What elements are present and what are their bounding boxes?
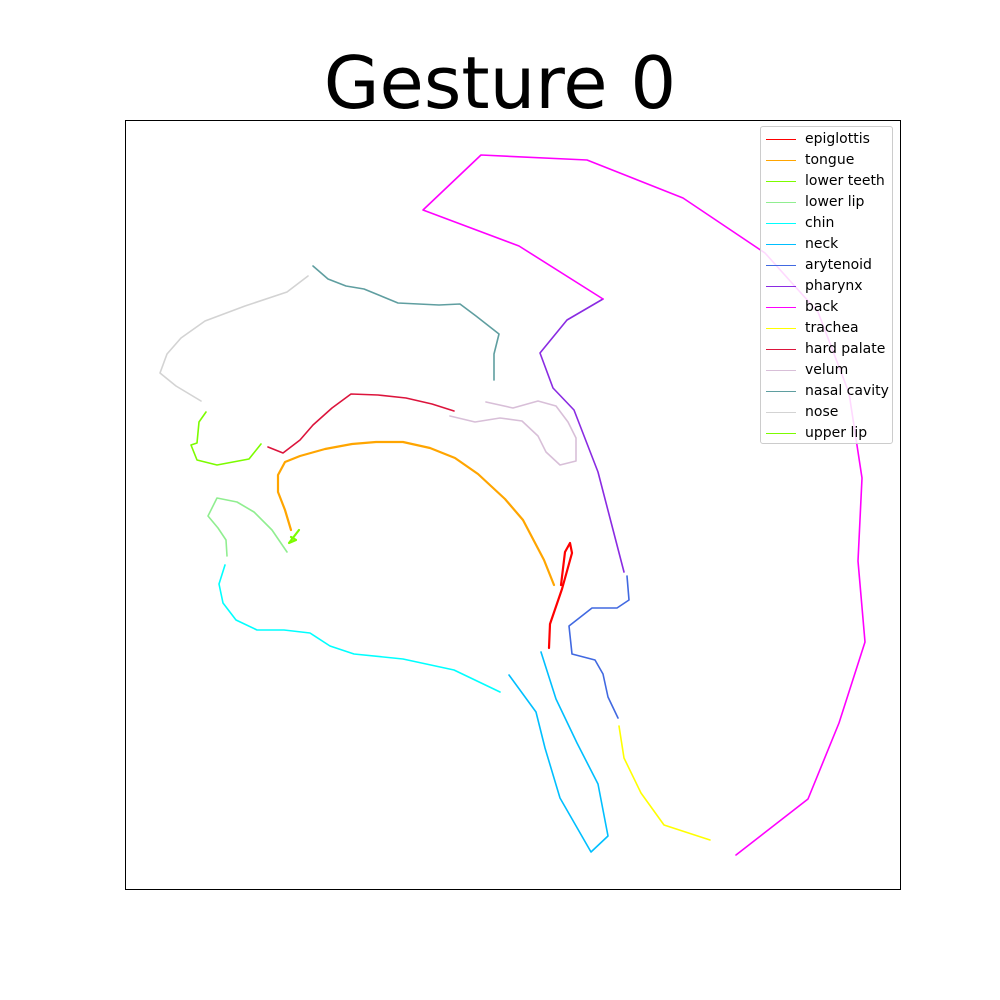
- legend-item-chin: chin: [761, 213, 894, 234]
- legend-swatch: [766, 265, 796, 266]
- neck-curve: [508, 651, 609, 853]
- legend-label: lower teeth: [805, 173, 885, 189]
- tongue-curve: [276, 440, 556, 587]
- legend-item-pharynx: pharynx: [761, 276, 894, 297]
- legend-item-velum: velum: [761, 360, 894, 381]
- legend-item-nose: nose: [761, 402, 894, 423]
- epiglottis-curve: [547, 541, 574, 650]
- legend-swatch: [766, 349, 796, 350]
- chin-curve: [218, 564, 501, 693]
- legend-label: velum: [805, 362, 849, 378]
- legend-label: arytenoid: [805, 257, 872, 273]
- legend-label: trachea: [805, 320, 859, 336]
- legend-swatch: [766, 244, 796, 245]
- legend-swatch: [766, 307, 796, 308]
- legend-item-nasal-cavity: nasal cavity: [761, 381, 894, 402]
- pharynx-curve: [539, 298, 625, 573]
- legend-item-tongue: tongue: [761, 150, 894, 171]
- legend-label: nose: [805, 404, 839, 420]
- plot-frame: [125, 120, 901, 890]
- legend-swatch: [766, 181, 796, 182]
- legend-swatch: [766, 202, 796, 203]
- legend-item-lower-teeth: lower teeth: [761, 171, 894, 192]
- arytenoid-curve: [568, 575, 630, 719]
- legend: epiglottis tongue lower teeth lower lip chin…: [760, 126, 893, 444]
- nose-curve: [159, 275, 309, 402]
- legend-swatch: [766, 139, 796, 140]
- legend-swatch: [766, 412, 796, 413]
- legend-label: lower lip: [805, 194, 865, 210]
- upper-lip-curve: [190, 411, 262, 466]
- nasal-cavity-curve: [312, 265, 500, 381]
- lower-teeth-curve: [287, 528, 301, 545]
- legend-label: back: [805, 299, 839, 315]
- trachea-curve: [618, 725, 711, 841]
- legend-item-lower-lip: lower lip: [761, 192, 894, 213]
- legend-label: epiglottis: [805, 131, 870, 147]
- hard-palate-curve: [267, 393, 455, 454]
- legend-item-trachea: trachea: [761, 318, 894, 339]
- legend-swatch: [766, 433, 796, 434]
- legend-item-back: back: [761, 297, 894, 318]
- legend-swatch: [766, 391, 796, 392]
- legend-item-arytenoid: arytenoid: [761, 255, 894, 276]
- legend-label: pharynx: [805, 278, 863, 294]
- legend-item-hard-palate: hard palate: [761, 339, 894, 360]
- lower-lip-curve: [207, 497, 288, 557]
- legend-label: upper lip: [805, 425, 868, 441]
- legend-item-upper-lip: upper lip: [761, 423, 894, 444]
- legend-label: nasal cavity: [805, 383, 889, 399]
- legend-label: chin: [805, 215, 835, 231]
- legend-item-neck: neck: [761, 234, 894, 255]
- legend-swatch: [766, 328, 796, 329]
- legend-label: hard palate: [805, 341, 886, 357]
- legend-swatch: [766, 286, 796, 287]
- chart-title: Gesture 0: [323, 41, 677, 125]
- legend-label: tongue: [805, 152, 855, 168]
- legend-swatch: [766, 370, 796, 371]
- velum-curve: [449, 400, 577, 466]
- legend-label: neck: [805, 236, 839, 252]
- legend-item-epiglottis: epiglottis: [761, 129, 894, 150]
- legend-swatch: [766, 160, 796, 161]
- legend-swatch: [766, 223, 796, 224]
